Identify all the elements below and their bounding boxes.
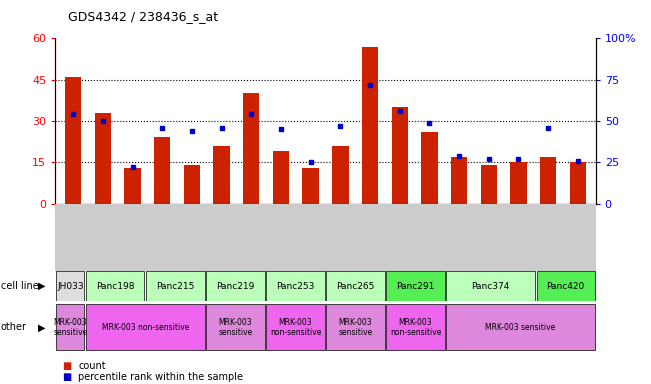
Text: GDS4342 / 238436_s_at: GDS4342 / 238436_s_at [68, 10, 219, 23]
Bar [94, 113, 111, 204]
Bar [362, 46, 378, 204]
Text: Panc253: Panc253 [276, 281, 314, 291]
Text: MRK-003
non-sensitive: MRK-003 non-sensitive [390, 318, 441, 337]
Bar [56, 271, 85, 301]
Bar [387, 304, 445, 350]
Bar [184, 165, 200, 204]
Text: ▶: ▶ [38, 322, 46, 333]
Bar [447, 304, 595, 350]
Text: MRK-003 non-sensitive: MRK-003 non-sensitive [102, 323, 189, 332]
Text: Panc219: Panc219 [216, 281, 255, 291]
Bar [536, 271, 595, 301]
Bar [266, 271, 325, 301]
Bar [451, 157, 467, 204]
Bar [146, 271, 204, 301]
Bar [56, 304, 85, 350]
Text: Panc420: Panc420 [547, 281, 585, 291]
Text: count: count [78, 361, 105, 371]
Bar [391, 107, 408, 204]
Text: MRK-003
sensitive: MRK-003 sensitive [218, 318, 253, 337]
Text: MRK-003 sensitive: MRK-003 sensitive [486, 323, 556, 332]
Bar [154, 137, 171, 204]
Bar [243, 93, 260, 204]
Text: cell line: cell line [1, 281, 38, 291]
Bar [332, 146, 348, 204]
Bar [326, 304, 385, 350]
Text: MRK-003
sensitive: MRK-003 sensitive [339, 318, 372, 337]
Text: other: other [1, 322, 27, 333]
Text: percentile rank within the sample: percentile rank within the sample [78, 372, 243, 382]
Text: MRK-003
non-sensitive: MRK-003 non-sensitive [270, 318, 321, 337]
Bar [86, 304, 204, 350]
Bar [421, 132, 437, 204]
Text: MRK-003
sensitive: MRK-003 sensitive [53, 318, 87, 337]
Bar [65, 77, 81, 204]
Bar [273, 151, 289, 204]
Text: ■: ■ [62, 372, 71, 382]
Text: JH033: JH033 [57, 281, 84, 291]
Text: Panc265: Panc265 [337, 281, 375, 291]
Bar [124, 168, 141, 204]
Bar [510, 162, 527, 204]
Bar [206, 304, 264, 350]
Bar [86, 271, 145, 301]
Text: Panc198: Panc198 [96, 281, 135, 291]
Bar [447, 271, 534, 301]
Bar [303, 168, 319, 204]
Bar [540, 157, 557, 204]
Bar [326, 271, 385, 301]
Bar [266, 304, 325, 350]
Text: Panc374: Panc374 [471, 281, 510, 291]
Bar [214, 146, 230, 204]
Bar [387, 271, 445, 301]
Bar [570, 162, 586, 204]
Text: ■: ■ [62, 361, 71, 371]
Bar [480, 165, 497, 204]
Text: Panc215: Panc215 [156, 281, 195, 291]
Text: Panc291: Panc291 [396, 281, 435, 291]
Bar [206, 271, 264, 301]
Text: ▶: ▶ [38, 281, 46, 291]
